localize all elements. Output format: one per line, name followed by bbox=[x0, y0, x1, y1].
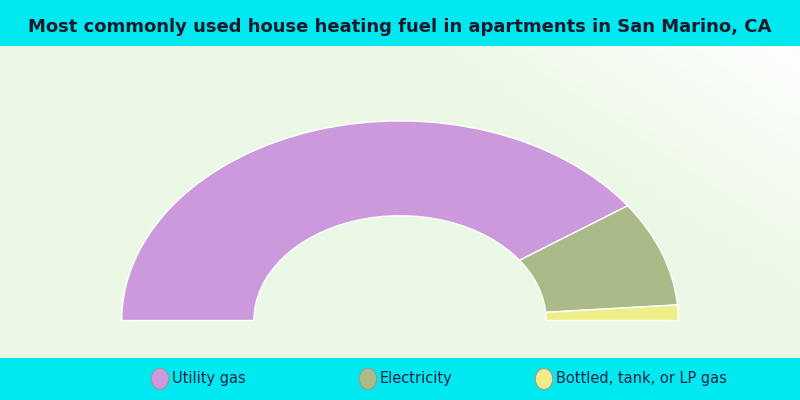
Wedge shape bbox=[519, 206, 678, 312]
Text: Electricity: Electricity bbox=[380, 372, 453, 386]
Text: Utility gas: Utility gas bbox=[172, 372, 246, 386]
Wedge shape bbox=[122, 121, 628, 320]
Wedge shape bbox=[546, 305, 678, 320]
Ellipse shape bbox=[535, 368, 553, 390]
Text: Most commonly used house heating fuel in apartments in San Marino, CA: Most commonly used house heating fuel in… bbox=[28, 18, 772, 36]
Ellipse shape bbox=[151, 368, 169, 390]
Text: Bottled, tank, or LP gas: Bottled, tank, or LP gas bbox=[556, 372, 727, 386]
Ellipse shape bbox=[359, 368, 377, 390]
